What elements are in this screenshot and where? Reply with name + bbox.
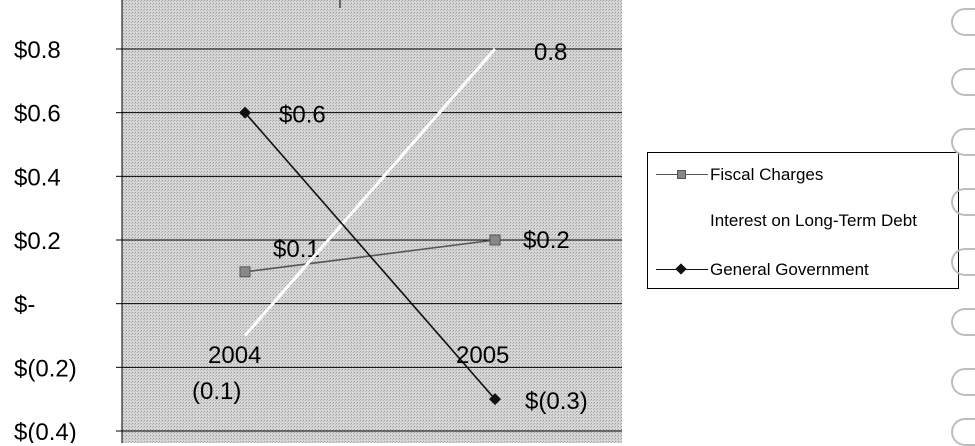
x-category-label: 2004 <box>208 342 261 369</box>
square-marker <box>239 266 251 278</box>
legend-key-square-marker-icon <box>656 165 708 185</box>
legend-label: Interest on Long-Term Debt <box>710 211 917 230</box>
y-tick-label: $0.6 <box>14 101 61 128</box>
y-axis-tick-labels: $0.8 $0.6 $0.4 $0.2 $- $(0.2) $(0.4) <box>14 37 77 443</box>
binder-ring-icon <box>951 188 975 216</box>
binder-ring-icon <box>951 368 975 396</box>
binder-ring-icon <box>951 128 975 156</box>
diamond-marker <box>489 393 501 406</box>
legend-key-white-line-icon <box>656 211 708 231</box>
legend-item-general-government: General Government <box>648 254 869 286</box>
legend-key-diamond-marker-icon <box>656 260 708 280</box>
y-tick-label: $(0.2) <box>14 355 77 382</box>
plot-area <box>122 0 622 443</box>
y-tick-label: $- <box>14 292 35 319</box>
binder-ring-icon <box>951 68 975 96</box>
data-label: $0.6 <box>279 102 326 129</box>
legend-label: General Government <box>710 260 869 279</box>
x-category-label: 2005 <box>456 342 509 369</box>
gridlines <box>116 48 622 432</box>
legend-item-fiscal-charges: Fiscal Charges <box>648 159 823 191</box>
legend-label: Fiscal Charges <box>710 165 824 184</box>
series-line-interest-on-long-term-debt <box>243 48 497 337</box>
data-label: (0.1) <box>192 378 241 405</box>
data-label: 0.8 <box>534 39 567 66</box>
data-label: $0.2 <box>523 227 570 254</box>
series-group: $0.1 $0.2(0.1)0.8$0.6$(0.3) <box>192 39 588 415</box>
square-marker <box>489 234 501 246</box>
data-label: $(0.3) <box>525 388 588 415</box>
binder-ring-icon <box>951 418 975 446</box>
y-tick-label: $0.2 <box>14 228 61 255</box>
series-line-general-government <box>244 112 496 400</box>
legend-item-interest-long-term-debt: Interest on Long-Term Debt <box>648 205 917 237</box>
binder-ring-icon <box>951 248 975 276</box>
legend: Fiscal Charges Interest on Long-Term Deb… <box>647 152 959 289</box>
x-axis-category-labels: 2004 2005 <box>208 342 509 369</box>
diamond-marker <box>239 106 251 119</box>
binder-ring-icon <box>951 8 975 36</box>
y-tick-label: $0.8 <box>14 37 61 64</box>
y-tick-label: $(0.4) <box>14 419 77 443</box>
binder-ring-icon <box>951 308 975 336</box>
y-tick-label: $0.4 <box>14 164 61 191</box>
